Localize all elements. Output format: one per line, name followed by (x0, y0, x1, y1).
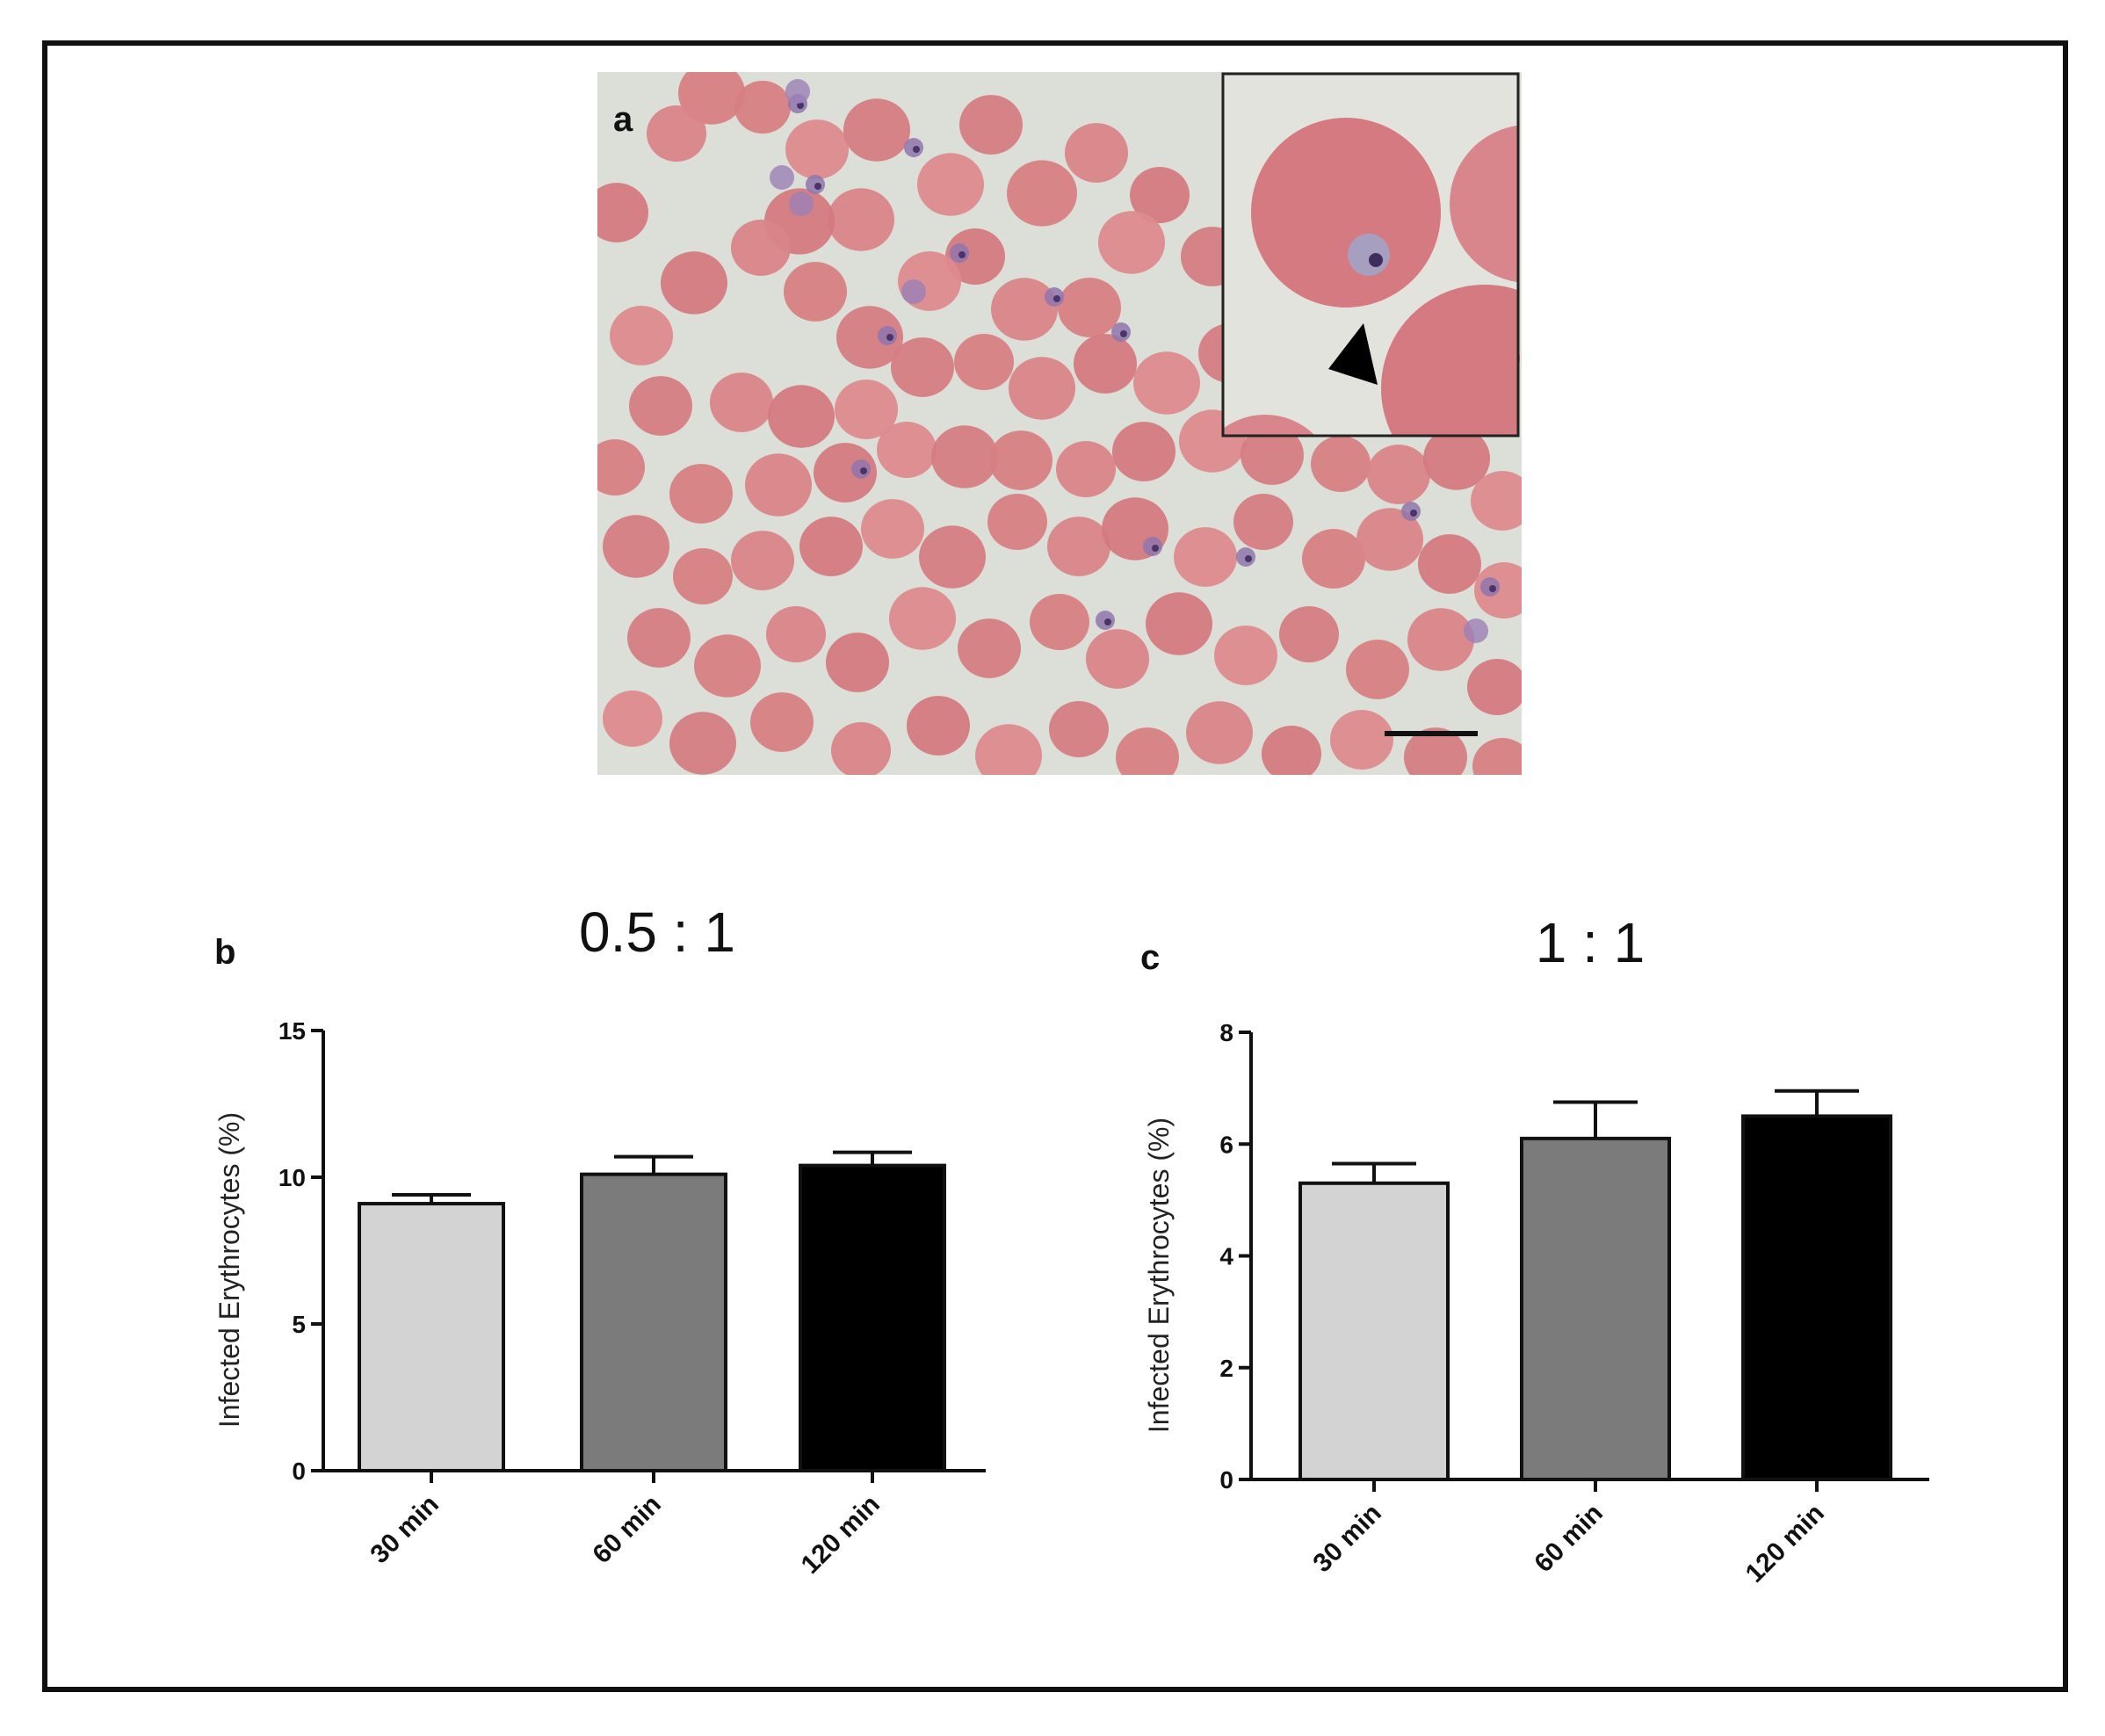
y-axis-title: Infected Erythrocytes (%) (213, 1112, 245, 1428)
y-tick-label: 0 (292, 1458, 306, 1485)
micrograph-panel: a (597, 72, 1522, 775)
y-tick-label: 4 (1219, 1243, 1233, 1270)
micrograph-image (597, 72, 1522, 775)
x-tick-label: 30 min (1307, 1499, 1387, 1579)
arrowhead-indicator (1328, 323, 1378, 385)
erythrocyte-field (597, 72, 1522, 775)
bar-30-min (358, 1202, 505, 1473)
bar-120-min (1741, 1114, 1892, 1481)
y-tick-label: 8 (1219, 1019, 1233, 1046)
chart-c-title: 1 : 1 (1535, 911, 1646, 974)
y-tick-label: 0 (1219, 1466, 1233, 1494)
y-tick-label: 10 (278, 1164, 306, 1191)
x-tick-label: 120 min (1740, 1499, 1830, 1588)
y-tick-label: 15 (278, 1017, 306, 1045)
panel-label-b: b (214, 933, 236, 972)
y-tick-label: 6 (1219, 1131, 1233, 1158)
x-tick-label: 60 min (1529, 1499, 1609, 1579)
bar-60-min (580, 1172, 727, 1473)
bar-120-min (799, 1163, 946, 1472)
x-tick-label: 120 min (796, 1490, 886, 1580)
bar-60-min (1520, 1136, 1671, 1481)
bar-30-min (1298, 1181, 1450, 1481)
chart-c: 0 2 4 6 8 Infected Erythrocytes (%) 30 min 60 m… (1143, 1019, 1929, 1588)
y-axis-title: Infected Erythrocytes (%) (1143, 1118, 1175, 1433)
panel-label-a: a (613, 100, 633, 139)
chart-b-title: 0.5 : 1 (579, 901, 735, 964)
panel-label-c: c (1140, 938, 1161, 977)
figure-frame (42, 40, 2068, 1692)
scale-bar (1385, 731, 1478, 736)
y-tick-label: 2 (1219, 1355, 1233, 1382)
x-tick-label: 30 min (365, 1490, 445, 1570)
x-tick-label: 60 min (587, 1490, 667, 1570)
magnified-inset (1221, 72, 1520, 438)
chart-b: 0 5 10 15 Infected Erythrocytes (%) 30 min 60 … (213, 1017, 986, 1580)
y-tick-label: 5 (292, 1311, 306, 1338)
